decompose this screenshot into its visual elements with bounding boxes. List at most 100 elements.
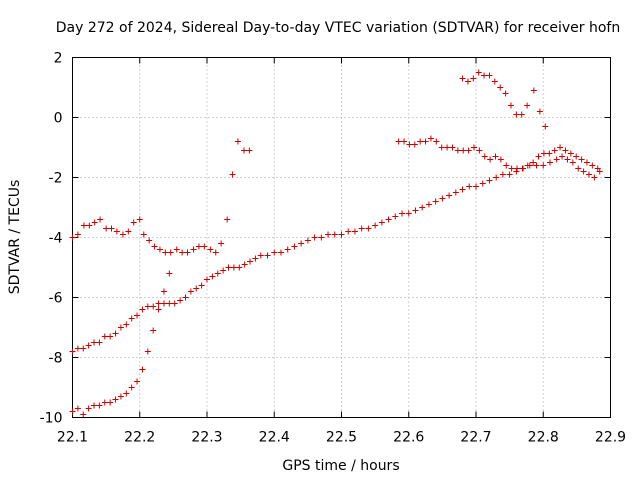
series-right-upper-track [395, 135, 601, 172]
data-point [69, 408, 76, 415]
data-point [74, 345, 81, 352]
data-point [446, 192, 453, 199]
chart-title: Day 272 of 2024, Sidereal Day-to-day VTE… [56, 20, 620, 36]
data-point [128, 384, 135, 391]
data-point [553, 156, 560, 163]
data-point [160, 288, 167, 295]
data-point [101, 333, 108, 340]
data-point [419, 204, 426, 211]
data-point [291, 243, 298, 250]
data-point [569, 159, 576, 166]
data-point [96, 402, 103, 409]
data-point [136, 216, 143, 223]
data-point [241, 261, 248, 268]
data-point [160, 300, 167, 307]
data-point [540, 162, 547, 169]
data-point [91, 402, 98, 409]
data-point [575, 165, 582, 172]
data-point [385, 216, 392, 223]
data-point [519, 165, 526, 172]
data-point [412, 207, 419, 214]
data-point [524, 162, 531, 169]
data-point [119, 231, 126, 238]
data-point [277, 249, 284, 256]
data-point [139, 306, 146, 313]
data-point [108, 225, 115, 232]
data-point [214, 270, 221, 277]
data-point [491, 78, 498, 85]
y-tick-labels: -10 -8 -6 -4 -2 0 2 [40, 51, 63, 427]
data-point [264, 252, 271, 259]
data-point [459, 186, 466, 193]
data-point [465, 147, 472, 154]
series-top-cluster [459, 69, 549, 130]
data-point [298, 240, 305, 247]
data-point [535, 153, 542, 160]
y-tick-label: 2 [54, 51, 63, 67]
data-point [351, 228, 358, 235]
x-tick-label: 22.8 [528, 430, 559, 446]
data-point [542, 123, 549, 130]
data-point [585, 171, 592, 178]
data-point [184, 249, 191, 256]
data-point [150, 327, 157, 334]
data-point [155, 300, 162, 307]
data-point [155, 306, 162, 313]
data-point [481, 153, 488, 160]
data-point [311, 234, 318, 241]
data-point [589, 162, 596, 169]
data-point [499, 171, 506, 178]
data-point [506, 171, 513, 178]
data-point [225, 264, 232, 271]
data-point [481, 72, 488, 79]
data-point [177, 297, 184, 304]
data-point [151, 243, 158, 250]
y-tick-label: 0 [54, 111, 63, 127]
data-point [508, 165, 515, 172]
data-point [190, 246, 197, 253]
data-point [417, 138, 424, 145]
data-point [475, 69, 482, 76]
data-point [513, 111, 520, 118]
data-point [80, 411, 87, 418]
data-point [198, 282, 205, 289]
data-point [144, 303, 151, 310]
data-point [580, 168, 587, 175]
data-point [209, 273, 216, 280]
data-point [69, 348, 76, 355]
data-point [399, 210, 406, 217]
data-point [85, 405, 92, 412]
data-point [514, 165, 521, 172]
data-point [406, 141, 413, 148]
data-point [69, 234, 76, 241]
data-point [123, 321, 130, 328]
x-tick-label: 22.4 [259, 430, 290, 446]
data-point [486, 72, 493, 79]
data-point [107, 333, 114, 340]
data-point [144, 348, 151, 355]
data-point [74, 231, 81, 238]
data-point [96, 339, 103, 346]
data-point [107, 399, 114, 406]
data-point [466, 183, 473, 190]
data-point [101, 399, 108, 406]
data-point [318, 234, 325, 241]
data-point [304, 237, 311, 244]
data-point [476, 147, 483, 154]
x-axis-label: GPS time / hours [282, 458, 399, 474]
y-tick-label: -6 [49, 291, 63, 307]
data-point [551, 147, 558, 154]
data-point [497, 156, 504, 163]
data-point [86, 222, 93, 229]
data-point [473, 183, 479, 190]
data-point [452, 189, 459, 196]
data-point [546, 150, 553, 157]
x-tick-labels: 22.1 22.2 22.3 22.4 22.5 22.6 22.7 22.8 22.9 [57, 430, 626, 446]
data-point [507, 102, 514, 109]
data-point [405, 210, 412, 217]
data-point [85, 342, 92, 349]
data-point [358, 225, 365, 232]
data-point [464, 78, 471, 85]
data-point [229, 171, 236, 178]
data-point [103, 225, 110, 232]
